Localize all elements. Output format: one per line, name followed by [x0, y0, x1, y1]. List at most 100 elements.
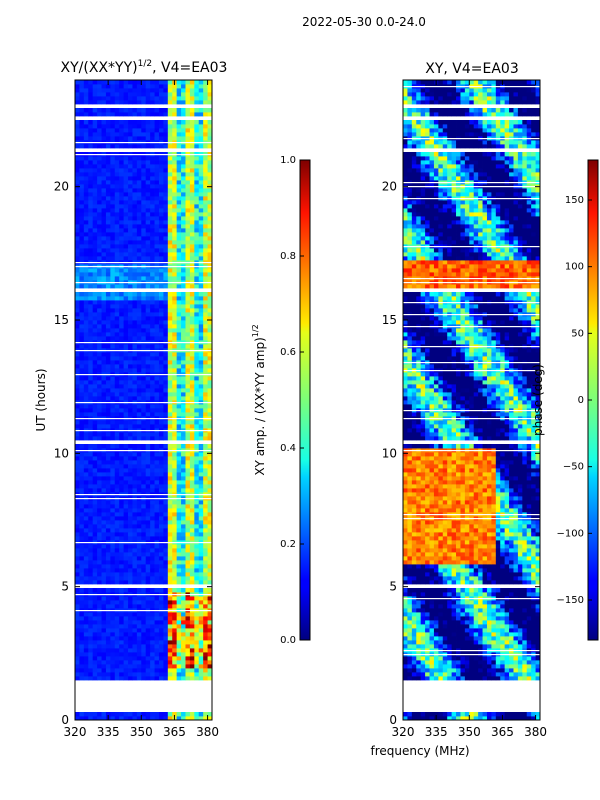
heatmap-cell	[101, 216, 107, 221]
heatmap-cell	[172, 212, 178, 217]
heatmap-cell	[460, 660, 466, 665]
heatmap-cell	[185, 384, 191, 389]
heatmap-cell	[128, 716, 133, 720]
heatmap-cell	[163, 716, 169, 720]
heatmap-cell	[75, 84, 80, 89]
heatmap-cell	[478, 664, 483, 669]
heatmap-cell	[123, 124, 129, 129]
heatmap-cell	[119, 300, 125, 305]
heatmap-cell	[132, 436, 138, 441]
heatmap-cell	[75, 624, 80, 629]
heatmap-cell	[451, 660, 457, 665]
heatmap-cell	[181, 204, 186, 209]
heatmap-cell	[176, 596, 182, 601]
heatmap-cell	[176, 284, 182, 289]
heatmap-cell	[141, 296, 147, 301]
heatmap-cell	[101, 628, 107, 633]
heatmap-cell	[203, 580, 208, 585]
heatmap-cell	[141, 620, 147, 625]
heatmap-cell	[163, 220, 169, 225]
heatmap-cell	[79, 184, 85, 189]
heatmap-cell	[158, 168, 164, 173]
heatmap-cell	[97, 332, 102, 337]
heatmap-cell	[132, 180, 138, 185]
heatmap-cell	[79, 120, 85, 125]
heatmap-cell	[163, 484, 169, 489]
heatmap-cell	[150, 172, 155, 177]
heatmap-cell	[150, 576, 155, 581]
heatmap-cell	[145, 472, 151, 477]
heatmap-cell	[83, 324, 89, 329]
heatmap-cell	[176, 668, 182, 673]
missing-data-row	[75, 282, 212, 284]
heatmap-cell	[158, 588, 164, 593]
heatmap-cell	[128, 268, 133, 273]
heatmap-cell	[150, 548, 155, 553]
heatmap-cell	[167, 112, 173, 117]
heatmap-cell	[194, 396, 200, 401]
heatmap-cell	[158, 240, 164, 245]
heatmap-cell	[114, 156, 120, 161]
heatmap-cell	[163, 520, 169, 525]
heatmap-cell	[145, 312, 151, 317]
heatmap-cell	[176, 224, 182, 229]
heatmap-cell	[101, 508, 107, 513]
heatmap-cell	[176, 120, 182, 125]
heatmap-cell	[198, 356, 204, 361]
heatmap-cell	[110, 476, 116, 481]
heatmap-cell	[172, 712, 178, 717]
heatmap-cell	[141, 560, 147, 565]
heatmap-cell	[101, 304, 107, 309]
heatmap-cell	[176, 312, 182, 317]
heatmap-cell	[163, 292, 169, 297]
heatmap-cell	[172, 244, 178, 249]
heatmap-cell	[185, 656, 191, 661]
heatmap-cell	[110, 420, 116, 425]
heatmap-cell	[185, 232, 191, 237]
colorbar-tick-label: 1.0	[280, 155, 296, 166]
heatmap-cell	[88, 628, 94, 633]
heatmap-cell	[110, 436, 116, 441]
heatmap-cell	[105, 548, 111, 553]
heatmap-cell	[181, 420, 186, 425]
heatmap-cell	[75, 92, 80, 97]
heatmap-cell	[167, 452, 173, 457]
heatmap-cell	[185, 284, 191, 289]
heatmap-cell	[105, 88, 111, 93]
heatmap-cell	[114, 508, 120, 513]
heatmap-cell	[194, 316, 200, 321]
heatmap-cell	[128, 296, 133, 301]
heatmap-cell	[97, 220, 102, 225]
heatmap-cell	[92, 644, 98, 649]
heatmap-cell	[105, 392, 111, 397]
heatmap-cell	[189, 196, 195, 201]
heatmap-cell	[105, 252, 111, 257]
heatmap-cell	[83, 624, 89, 629]
heatmap-cell	[145, 512, 151, 517]
heatmap-cell	[105, 408, 111, 413]
heatmap-cell	[145, 632, 151, 637]
heatmap-cell	[128, 572, 133, 577]
heatmap-cell	[189, 576, 195, 581]
heatmap-cell	[92, 88, 98, 93]
heatmap-cell	[92, 156, 98, 161]
heatmap-cell	[158, 80, 164, 85]
x-tick-label: 365	[163, 725, 186, 739]
heatmap-cell	[110, 412, 116, 417]
heatmap-cell	[136, 624, 142, 629]
heatmap-cell	[141, 600, 147, 605]
heatmap-cell	[132, 196, 138, 201]
heatmap-cell	[136, 212, 142, 217]
heatmap-cell	[198, 420, 204, 425]
heatmap-cell	[83, 568, 89, 573]
heatmap-cell	[75, 504, 80, 509]
heatmap-cell	[92, 324, 98, 329]
heatmap-cell	[172, 476, 178, 481]
heatmap-cell	[478, 672, 483, 677]
heatmap-cell	[141, 468, 147, 473]
heatmap-cell	[75, 664, 80, 669]
heatmap-cell	[79, 588, 85, 593]
heatmap-cell	[88, 132, 94, 137]
heatmap-cell	[97, 292, 102, 297]
heatmap-cell	[110, 508, 116, 513]
